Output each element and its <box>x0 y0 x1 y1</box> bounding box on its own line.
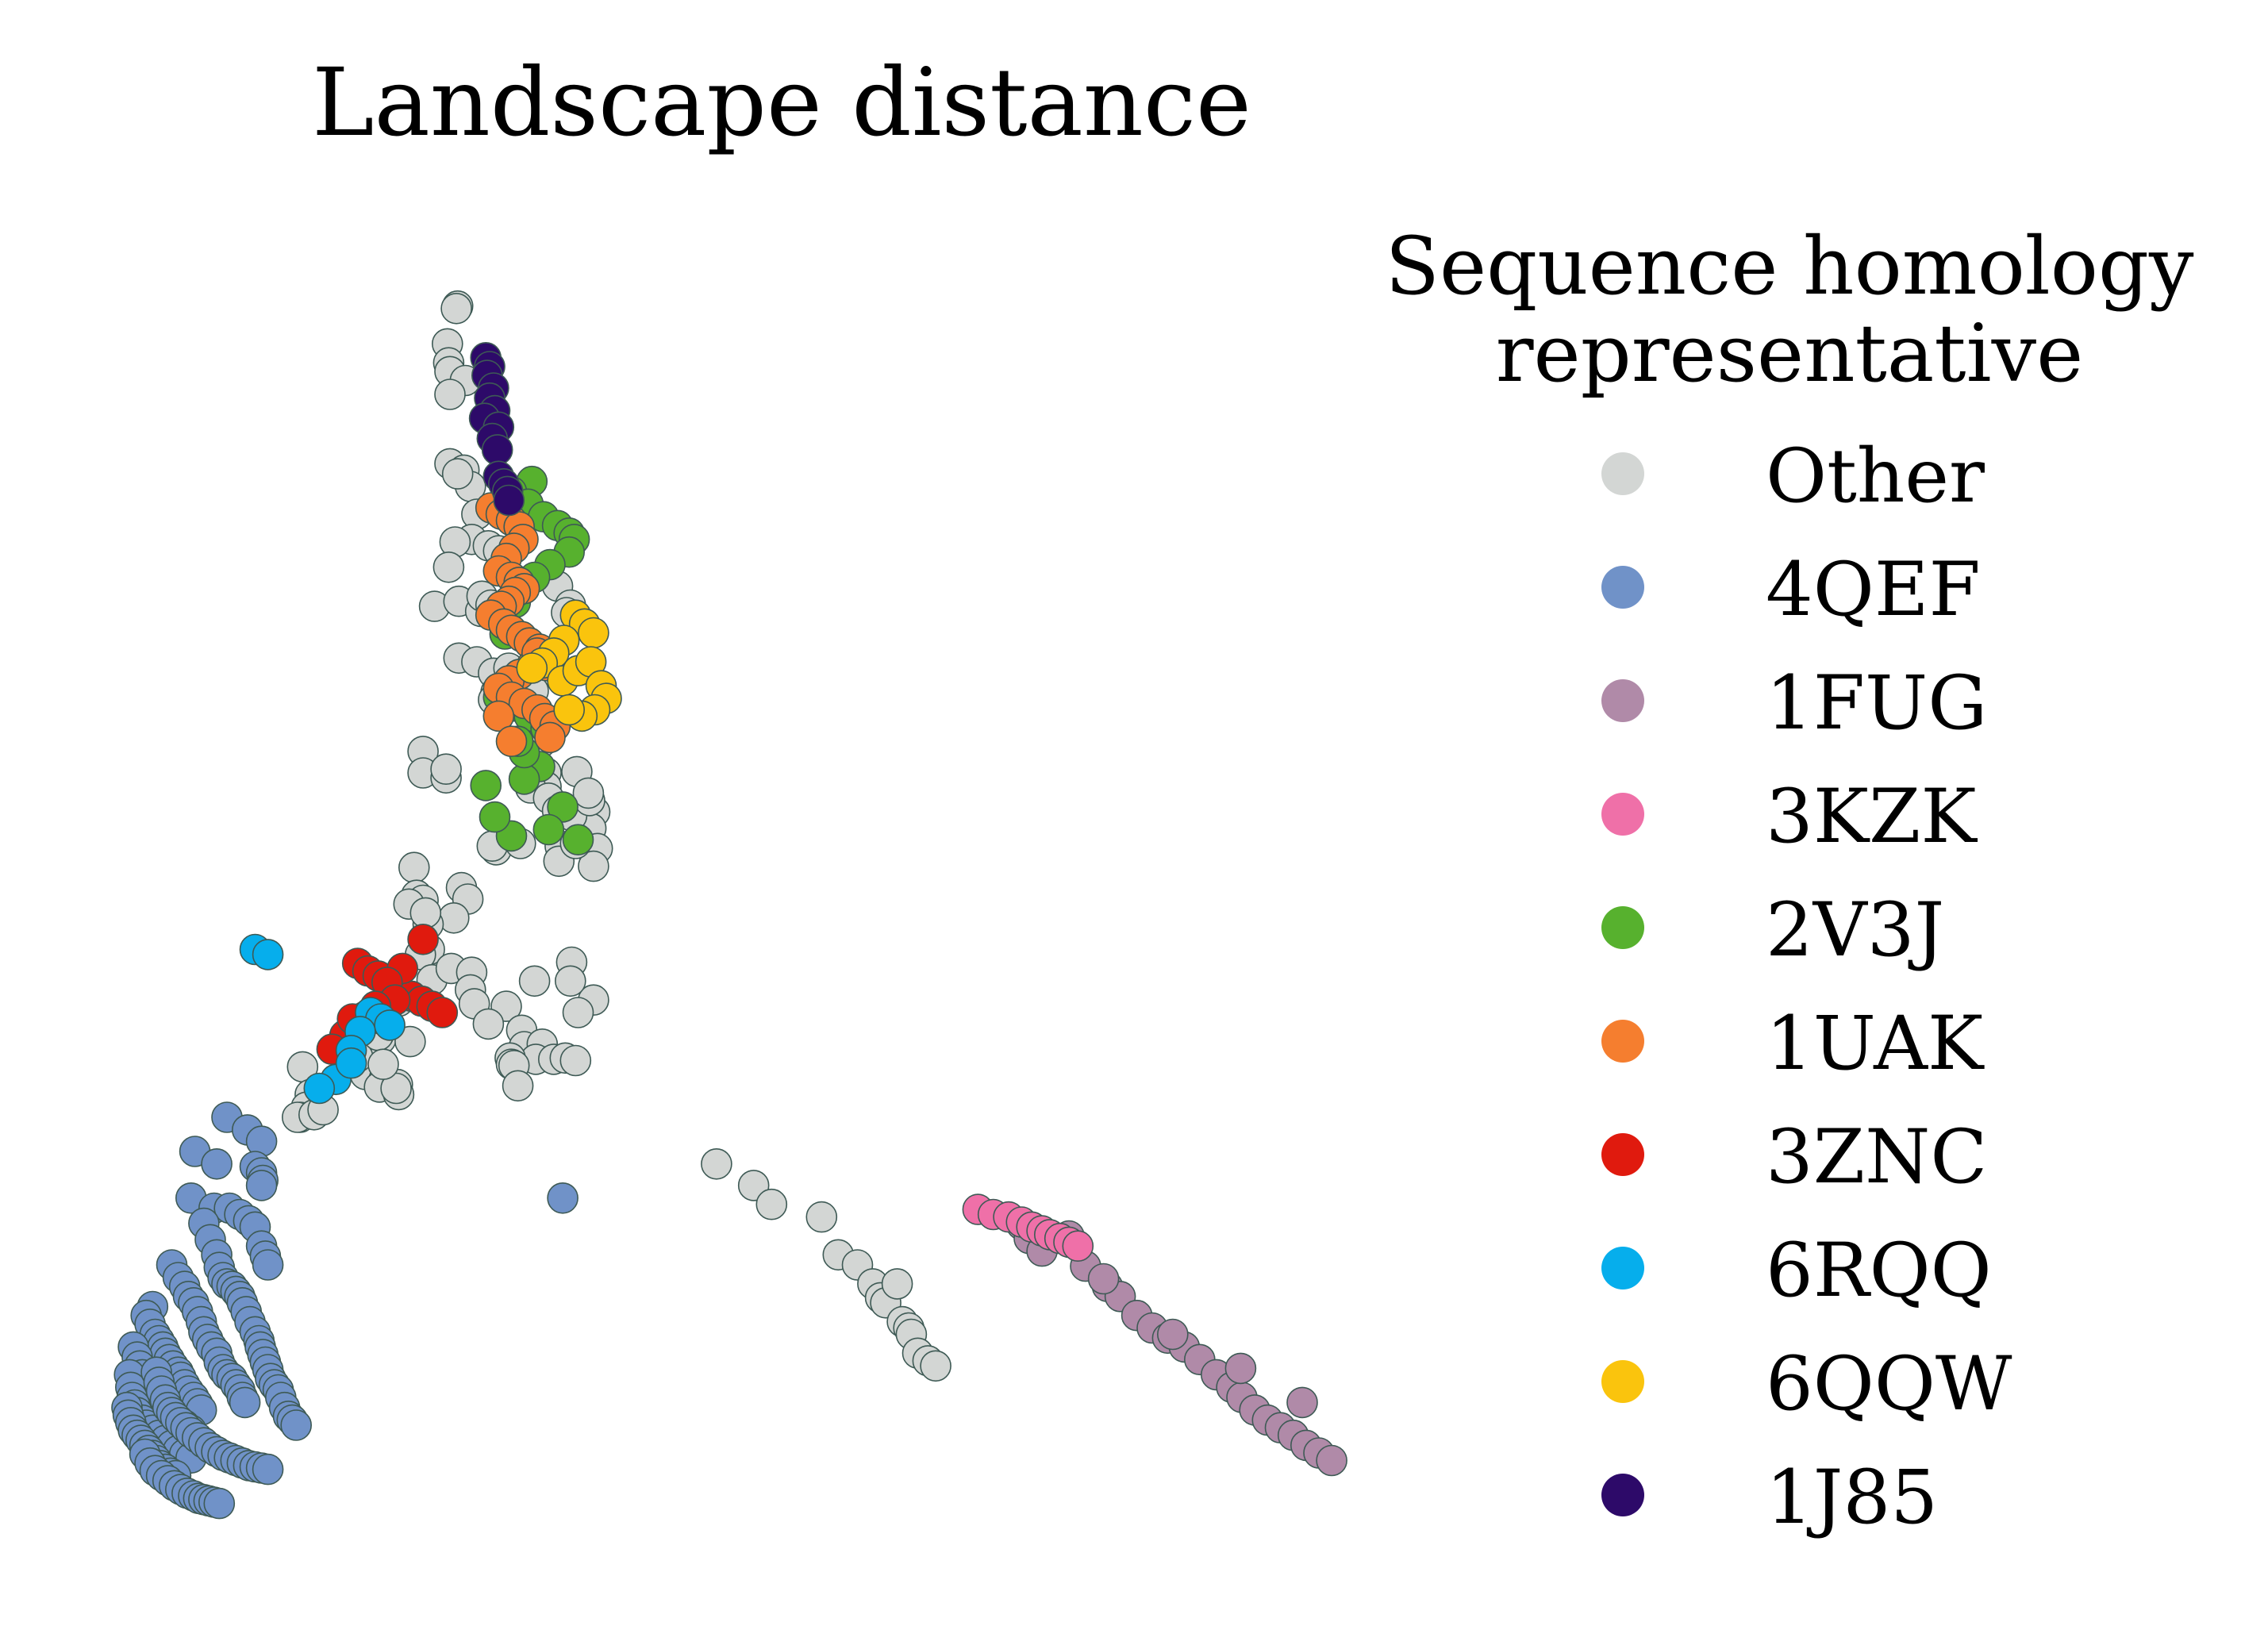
legend-marker-1j85 <box>1601 1474 1644 1516</box>
point-4qef-17 <box>252 1249 284 1281</box>
point-2v3j-20 <box>562 824 594 855</box>
legend-label-4qef: 4QEF <box>1766 547 1981 633</box>
chart-title: Landscape distance <box>312 48 1251 157</box>
legend-marker-6rqq <box>1601 1247 1644 1289</box>
point-6qqw-2 <box>578 617 609 649</box>
point-other-92 <box>554 965 586 997</box>
point-2v3j-19 <box>532 813 565 846</box>
point-1fug-22 <box>1087 1263 1120 1295</box>
point-1fug-24 <box>1224 1352 1257 1385</box>
series-1fug <box>1005 1209 1347 1477</box>
point-other-36 <box>430 753 462 786</box>
point-6qqw-14 <box>553 694 586 726</box>
legend-label-2v3j: 2V3J <box>1766 887 1944 974</box>
legend-label-1uak: 1UAK <box>1766 1001 1985 1087</box>
point-3znc-9 <box>407 924 439 955</box>
series-1uak <box>475 492 571 758</box>
point-2v3j-22 <box>479 801 511 833</box>
point-1fug-20 <box>1316 1444 1347 1477</box>
point-4qef-62 <box>229 1386 261 1419</box>
series-6qqw <box>516 599 622 732</box>
point-1fug-23 <box>1157 1318 1189 1351</box>
point-2v3j-17 <box>508 763 540 795</box>
point-other-121 <box>755 1188 788 1220</box>
point-2v3j-18 <box>547 791 579 823</box>
legend-marker-1uak <box>1601 1020 1644 1063</box>
legend-label-6rqq: 6RQQ <box>1766 1228 1992 1314</box>
point-6rqq-8 <box>335 1047 367 1079</box>
point-4qef-4 <box>201 1148 233 1180</box>
legend-entries: Other 4QEF 1FUG 3KZK 2V3J 1UAK 3ZNC 6RQQ 6QQW 1J8… <box>1601 433 2012 1541</box>
legend: Sequence homology representative Other 4Q… <box>1386 220 2195 1541</box>
legend-marker-3kzk <box>1601 793 1644 836</box>
legend-marker-2v3j <box>1601 906 1644 949</box>
point-4qef-155 <box>252 1453 284 1485</box>
point-other-6 <box>434 379 466 410</box>
point-4qef-8 <box>245 1170 278 1201</box>
point-other-68 <box>409 897 442 929</box>
legend-label-3znc: 3ZNC <box>1766 1114 1987 1201</box>
legend-label-1fug: 1FUG <box>1766 660 1987 747</box>
point-other-85 <box>502 1070 534 1102</box>
point-4qef-133 <box>203 1487 236 1520</box>
legend-label-other: Other <box>1766 433 1985 520</box>
point-other-10 <box>441 458 474 490</box>
point-1uak-31 <box>482 700 515 732</box>
point-6rqq-4 <box>374 1009 406 1041</box>
point-other-60 <box>398 851 430 883</box>
legend-marker-4qef <box>1601 566 1644 609</box>
series-3kzk <box>962 1193 1094 1262</box>
scatter-plot-area <box>111 290 1347 1520</box>
point-other-119 <box>701 1148 732 1180</box>
point-other-50 <box>572 777 605 809</box>
point-2v3j-23 <box>470 770 502 801</box>
legend-title-line-2: representative <box>1496 307 2084 400</box>
point-other-122 <box>805 1201 838 1233</box>
point-4qef-43 <box>280 1409 313 1441</box>
point-1fug-25 <box>1286 1386 1318 1419</box>
legend-label-6qqw: 6QQW <box>1766 1341 2012 1428</box>
series-other <box>281 290 951 1382</box>
point-other-134 <box>920 1350 951 1382</box>
point-other-133 <box>881 1268 913 1300</box>
point-1j85-9 <box>481 434 513 466</box>
point-other-1 <box>440 292 472 325</box>
point-other-115 <box>367 1048 399 1080</box>
legend-label-1j85: 1J85 <box>1766 1455 1938 1541</box>
legend-marker-6qqw <box>1601 1360 1644 1403</box>
point-4qef-156 <box>547 1182 579 1214</box>
point-1uak-32 <box>495 725 528 758</box>
point-other-89 <box>518 965 551 997</box>
legend-marker-other <box>1601 452 1644 495</box>
point-6rqq-1 <box>252 939 284 970</box>
series-6rqq <box>239 933 406 1105</box>
point-6rqq-9 <box>303 1072 336 1105</box>
legend-marker-1fug <box>1601 679 1644 722</box>
point-other-88 <box>559 1044 592 1077</box>
point-1uak-30 <box>534 721 566 754</box>
point-3kzk-9 <box>1062 1230 1094 1262</box>
point-3znc-8 <box>426 997 459 1028</box>
point-1j85-13 <box>493 484 525 517</box>
point-other-77 <box>472 1008 505 1040</box>
point-other-16 <box>432 551 465 583</box>
legend-title-line-1: Sequence homology <box>1386 220 2195 313</box>
point-other-93 <box>562 997 594 1028</box>
series-4qef <box>111 1101 579 1520</box>
legend-marker-3znc <box>1601 1133 1644 1176</box>
point-6qqw-6 <box>516 652 548 684</box>
series-1j85 <box>468 341 525 517</box>
point-other-53 <box>578 850 609 882</box>
legend-label-3kzk: 3KZK <box>1766 774 1978 860</box>
